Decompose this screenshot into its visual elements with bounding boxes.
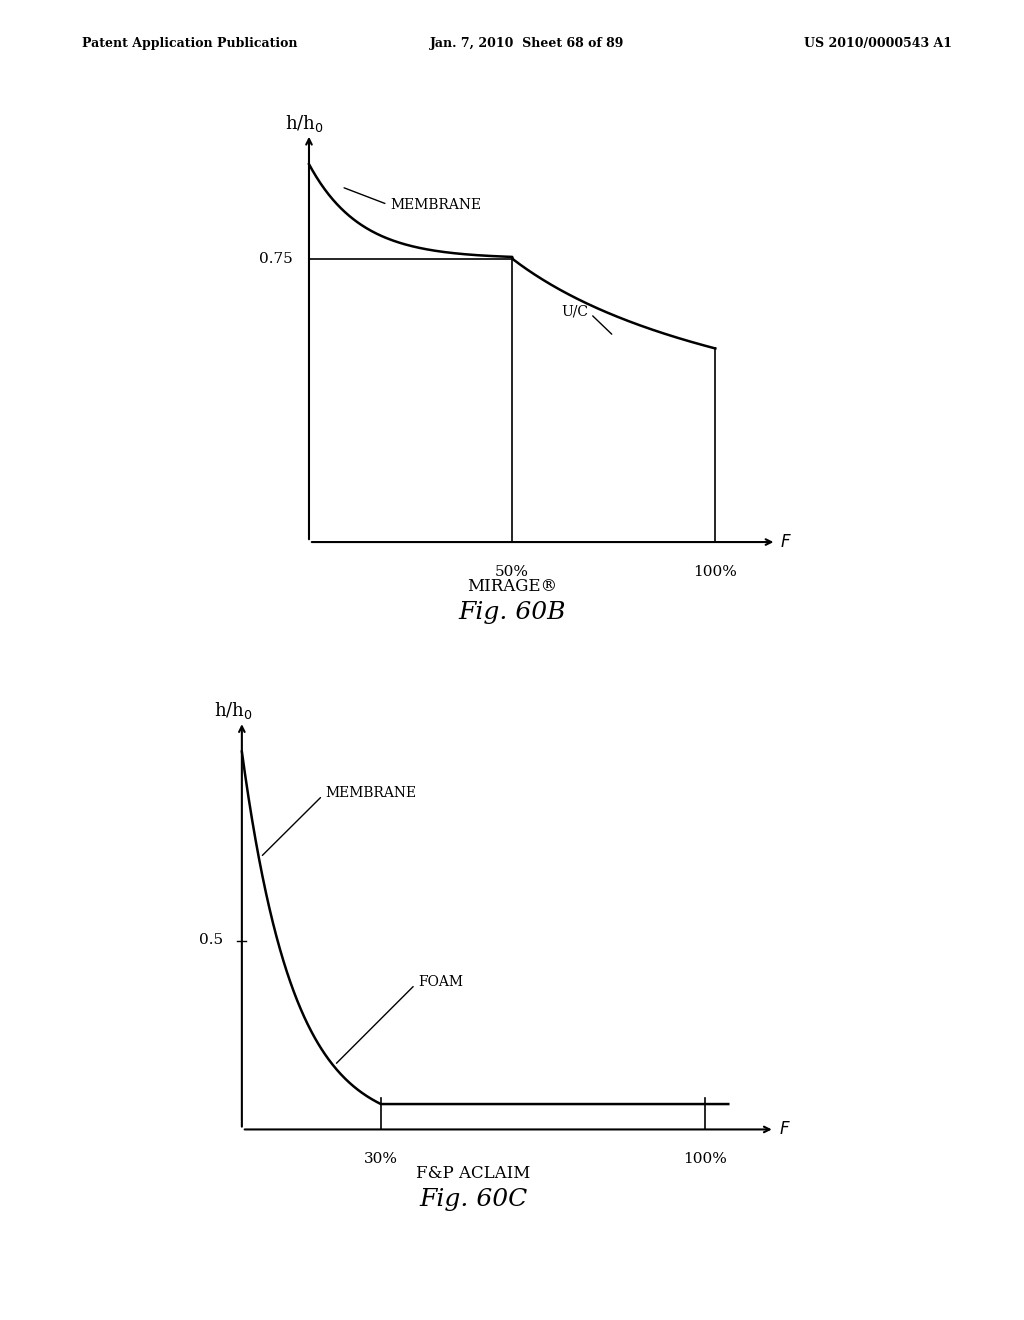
Text: F&P ACLAIM: F&P ACLAIM xyxy=(417,1166,530,1183)
Text: h/h$_0$: h/h$_0$ xyxy=(285,114,324,133)
Text: $F$: $F$ xyxy=(780,533,793,550)
Text: MIRAGE®: MIRAGE® xyxy=(467,578,557,595)
Text: FOAM: FOAM xyxy=(337,975,463,1063)
Text: Jan. 7, 2010  Sheet 68 of 89: Jan. 7, 2010 Sheet 68 of 89 xyxy=(430,37,625,50)
Text: 50%: 50% xyxy=(496,565,529,578)
Text: US 2010/0000543 A1: US 2010/0000543 A1 xyxy=(804,37,952,50)
Text: $F$: $F$ xyxy=(779,1121,791,1138)
Text: 100%: 100% xyxy=(683,1152,727,1166)
Text: 0.5: 0.5 xyxy=(200,933,223,948)
Text: MEMBRANE: MEMBRANE xyxy=(262,785,417,855)
Text: 100%: 100% xyxy=(693,565,737,578)
Text: 0.75: 0.75 xyxy=(259,252,293,265)
Text: U/C: U/C xyxy=(561,305,611,334)
Text: 30%: 30% xyxy=(364,1152,398,1166)
Text: Patent Application Publication: Patent Application Publication xyxy=(82,37,297,50)
Text: MEMBRANE: MEMBRANE xyxy=(344,187,481,213)
Text: Fig. 60C: Fig. 60C xyxy=(420,1188,527,1210)
Text: h/h$_0$: h/h$_0$ xyxy=(214,701,253,721)
Text: Fig. 60B: Fig. 60B xyxy=(459,601,566,623)
